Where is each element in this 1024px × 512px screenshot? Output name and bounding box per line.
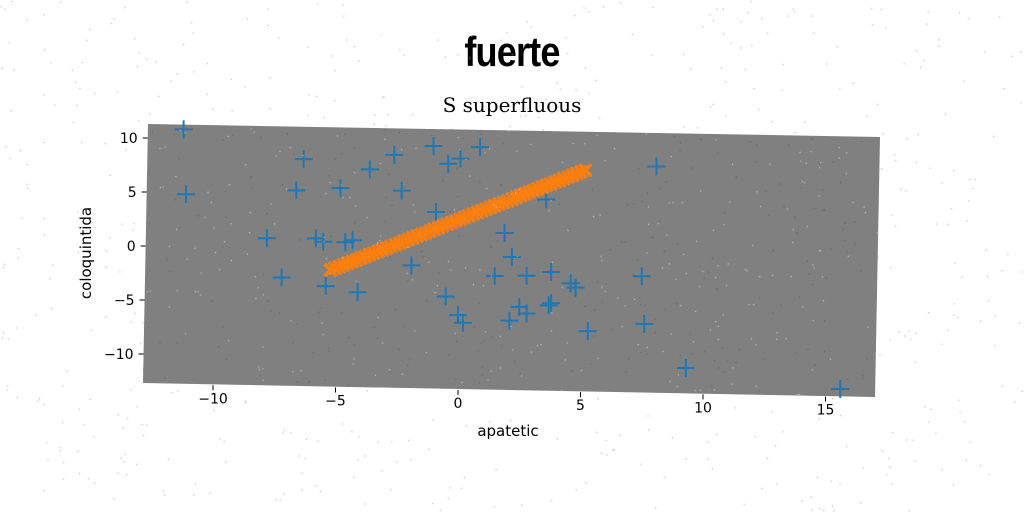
x-tick-label: 5 (576, 398, 585, 414)
x-tick-label: 10 (694, 400, 712, 416)
y-axis-label: coloquintida (77, 207, 95, 299)
x-tick-label: −5 (325, 394, 346, 410)
y-tick-label: −10 (104, 347, 134, 363)
y-tick-label: 5 (128, 185, 137, 201)
x-tick-label: −10 (198, 391, 228, 407)
y-tick-label: −5 (114, 293, 135, 309)
y-tick-label: 0 (127, 239, 136, 255)
x-tick-label: 0 (454, 396, 463, 412)
x-tick-label: 15 (817, 403, 835, 419)
y-tick-label: 10 (120, 131, 138, 147)
x-axis-label: apatetic (477, 422, 538, 440)
